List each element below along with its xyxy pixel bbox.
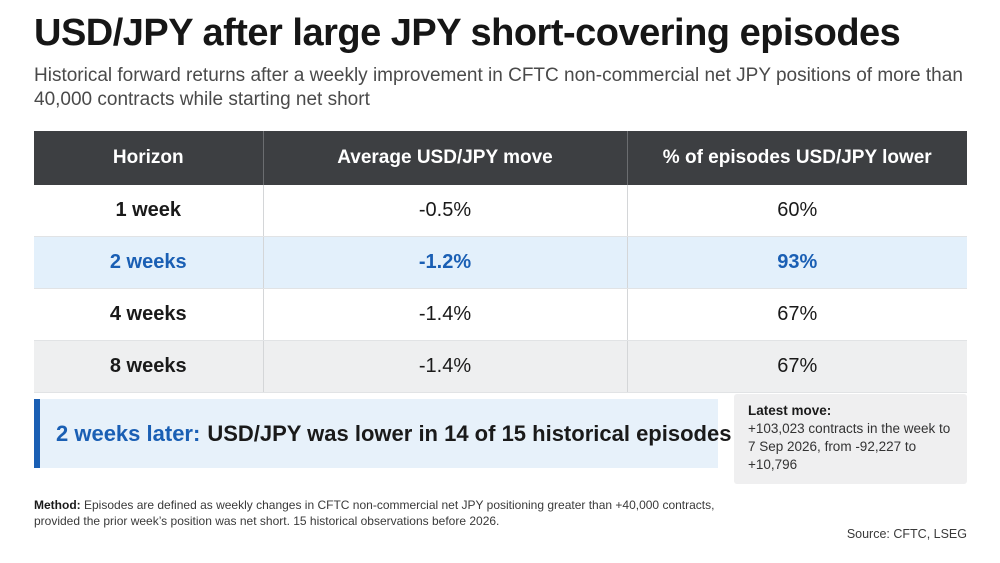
table-row: 4 weeks -1.4% 67%: [34, 288, 967, 341]
average-move-cell: -1.4%: [263, 288, 628, 341]
horizon-cell: 4 weeks: [34, 288, 264, 341]
average-move-cell: -0.5%: [263, 185, 628, 237]
source-note: Source: CFTC, LSEG: [846, 527, 967, 541]
horizon-cell: 8 weeks: [34, 340, 264, 393]
latest-move-body: +103,023 contracts in the week to 7 Sep …: [748, 421, 951, 472]
table-row: 8 weeks -1.4% 67%: [34, 340, 967, 393]
average-move-cell: -1.4%: [263, 340, 628, 393]
method-label: Method:: [34, 498, 81, 512]
pct-lower-cell: 67%: [627, 288, 967, 341]
pct-lower-cell: 93%: [627, 236, 967, 289]
table-row: 1 week -0.5% 60%: [34, 185, 967, 237]
pct-lower-cell: 67%: [627, 340, 967, 393]
method-text: Episodes are defined as weekly changes i…: [34, 498, 715, 528]
chart-subtitle: Historical forward returns after a weekl…: [34, 65, 963, 110]
callout-lead: 2 weeks later:: [56, 420, 201, 446]
column-header-pct-lower: % of episodes USD/JPY lower: [627, 131, 967, 185]
column-header-average-move: Average USD/JPY move: [263, 131, 628, 185]
results-table: Horizon Average USD/JPY move % of episod…: [34, 131, 967, 393]
horizon-cell: 1 week: [34, 185, 264, 237]
method-note: Method: Episodes are defined as weekly c…: [34, 497, 754, 529]
latest-move-heading: Latest move:: [748, 403, 832, 418]
callout-text: USD/JPY was lower in 14 of 15 historical…: [207, 420, 732, 446]
horizon-cell: 2 weeks: [34, 236, 264, 289]
chart-title: USD/JPY after large JPY short-covering e…: [34, 12, 901, 54]
pct-lower-cell: 60%: [627, 185, 967, 237]
table-row-highlighted: 2 weeks -1.2% 93%: [34, 236, 967, 289]
key-finding-callout: 2 weeks later: USD/JPY was lower in 14 o…: [34, 399, 731, 468]
column-header-horizon: Horizon: [34, 131, 264, 185]
table-header-row: Horizon Average USD/JPY move % of episod…: [34, 131, 967, 185]
average-move-cell: -1.2%: [263, 236, 628, 289]
latest-move-box: Latest move: +103,023 contracts in the w…: [734, 394, 967, 484]
